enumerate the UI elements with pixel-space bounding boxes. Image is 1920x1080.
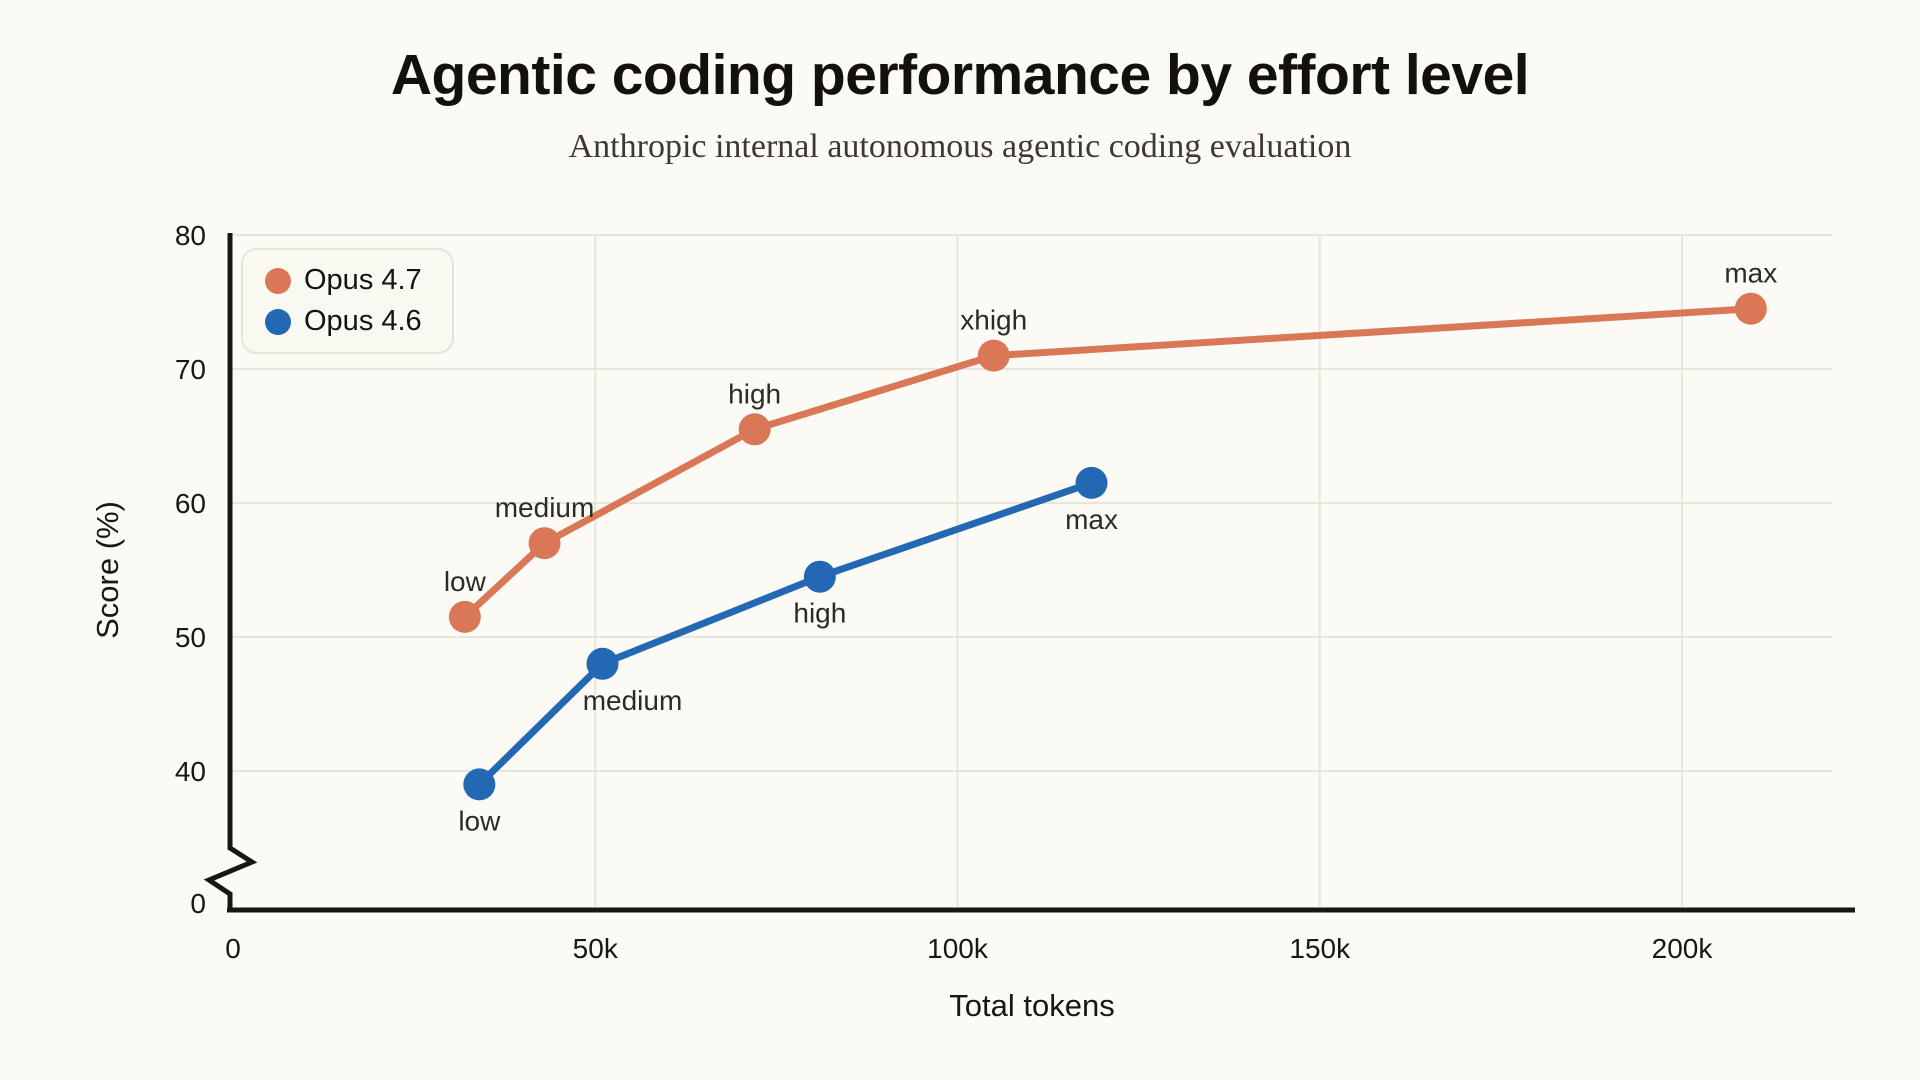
y-axis xyxy=(203,233,258,910)
data-point xyxy=(977,339,1010,372)
x-tick-label: 150k xyxy=(1289,933,1351,964)
x-tick-label: 0 xyxy=(225,933,241,964)
legend-row: Opus 4.7 xyxy=(265,264,422,297)
point-label: low xyxy=(458,805,501,836)
x-axis-title: Total tokens xyxy=(949,988,1114,1023)
y-tick-label: 40 xyxy=(175,756,206,787)
legend-row: Opus 4.6 xyxy=(265,305,422,338)
legend-label: Opus 4.7 xyxy=(304,264,422,296)
y-tick-label: 80 xyxy=(175,220,206,251)
y-tick-label: 70 xyxy=(175,354,206,385)
x-tick-label: 100k xyxy=(927,933,989,964)
chart-subtitle: Anthropic internal autonomous agentic co… xyxy=(568,128,1352,165)
x-tick-label: 200k xyxy=(1652,933,1714,964)
legend-swatch-icon xyxy=(265,308,291,335)
data-point xyxy=(1734,292,1767,325)
y-axis-title: Score (%) xyxy=(90,501,125,639)
series-line-opus-4-7 xyxy=(461,305,1755,621)
point-label: low xyxy=(444,566,487,597)
y-tick-label: 60 xyxy=(175,488,206,519)
legend: Opus 4.7 Opus 4.6 xyxy=(241,248,454,354)
data-point xyxy=(463,768,496,801)
data-point xyxy=(738,413,771,446)
data-point xyxy=(803,560,836,593)
data-point xyxy=(528,527,561,560)
data-point xyxy=(586,647,619,680)
legend-label: Opus 4.6 xyxy=(304,305,422,337)
point-label: max xyxy=(1065,504,1118,535)
data-point xyxy=(448,600,481,633)
point-label: xhigh xyxy=(960,305,1027,336)
x-tick-label: 50k xyxy=(573,933,619,964)
data-point xyxy=(1075,466,1108,499)
legend-swatch-icon xyxy=(265,267,291,294)
point-label: medium xyxy=(495,492,595,523)
point-label: max xyxy=(1724,258,1777,289)
series-line-opus-4-6 xyxy=(475,479,1096,788)
y-tick-label: 50 xyxy=(175,622,206,653)
point-label: high xyxy=(793,598,846,629)
y-tick-label: 0 xyxy=(190,888,206,919)
point-label: high xyxy=(728,378,781,409)
point-label: medium xyxy=(583,685,683,716)
chart-title: Agentic coding performance by effort lev… xyxy=(390,43,1530,107)
